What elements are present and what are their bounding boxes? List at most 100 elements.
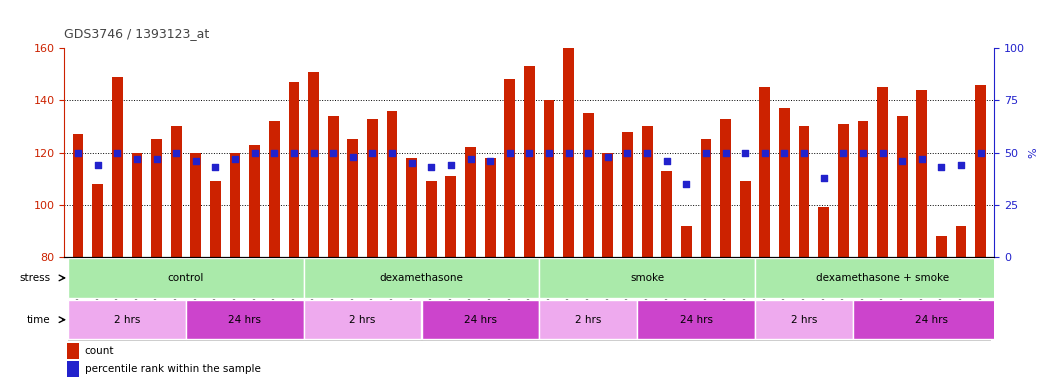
Point [874, 149, 891, 156]
Bar [956, 226, 966, 257]
Bar [857, 121, 869, 257]
Point [208, 164, 224, 170]
Point [541, 149, 557, 156]
Point [188, 158, 204, 164]
Text: GDS3746 / 1393123_at: GDS3746 / 1393123_at [64, 27, 210, 40]
Point [285, 149, 302, 156]
Point [70, 149, 86, 156]
Bar [544, 100, 554, 257]
Bar [740, 181, 750, 257]
Bar [583, 113, 594, 257]
Point [913, 156, 930, 162]
Bar [976, 84, 986, 257]
Text: 2 hrs: 2 hrs [114, 315, 140, 325]
Bar [641, 126, 653, 257]
Bar [367, 119, 378, 257]
Bar [304, 300, 421, 339]
Bar [524, 66, 535, 257]
Point [384, 149, 401, 156]
Bar [132, 152, 142, 257]
Point [325, 149, 342, 156]
Text: 24 hrs: 24 hrs [916, 315, 948, 325]
Point [580, 149, 597, 156]
Bar [112, 77, 122, 257]
Point [521, 149, 538, 156]
Point [796, 149, 813, 156]
Point [717, 149, 734, 156]
Bar [897, 116, 907, 257]
Text: stress: stress [20, 273, 51, 283]
Point [816, 174, 832, 180]
Bar [838, 124, 849, 257]
Bar [756, 258, 1010, 298]
Bar [67, 361, 79, 377]
Bar [190, 152, 201, 257]
Point [226, 156, 243, 162]
Point [442, 162, 459, 168]
Point [345, 154, 361, 160]
Bar [210, 181, 221, 257]
Bar [540, 300, 637, 339]
Bar [485, 158, 495, 257]
Bar [171, 126, 182, 257]
Point [422, 164, 439, 170]
Point [658, 158, 675, 164]
Bar [720, 119, 731, 257]
Text: dexamethasone + smoke: dexamethasone + smoke [816, 273, 949, 283]
Point [894, 158, 910, 164]
Bar [936, 236, 947, 257]
Bar [818, 207, 829, 257]
Text: 2 hrs: 2 hrs [350, 315, 376, 325]
Bar [622, 132, 633, 257]
Point [109, 149, 126, 156]
Point [638, 149, 655, 156]
Point [168, 149, 185, 156]
Text: smoke: smoke [630, 273, 664, 283]
Point [89, 162, 106, 168]
Bar [681, 226, 691, 257]
Bar [304, 258, 539, 298]
Text: 24 hrs: 24 hrs [464, 315, 497, 325]
Point [620, 149, 636, 156]
Bar [92, 184, 103, 257]
Point [561, 149, 577, 156]
Bar [756, 300, 853, 339]
Bar [152, 139, 162, 257]
Bar [421, 300, 539, 339]
Text: 24 hrs: 24 hrs [228, 315, 262, 325]
Point [698, 149, 714, 156]
Text: control: control [168, 273, 204, 283]
Point [266, 149, 282, 156]
Point [404, 160, 420, 166]
Point [501, 149, 518, 156]
Bar [637, 300, 755, 339]
Bar [540, 258, 755, 298]
Bar [269, 121, 279, 257]
Bar [348, 139, 358, 257]
Text: time: time [27, 315, 51, 325]
Text: 2 hrs: 2 hrs [791, 315, 817, 325]
Point [462, 156, 479, 162]
Text: 2 hrs: 2 hrs [575, 315, 601, 325]
Point [364, 149, 381, 156]
Bar [917, 90, 927, 257]
Point [776, 149, 793, 156]
Text: percentile rank within the sample: percentile rank within the sample [85, 364, 261, 374]
Point [600, 154, 617, 160]
Bar [465, 147, 475, 257]
Text: 24 hrs: 24 hrs [680, 315, 713, 325]
Bar [186, 300, 303, 339]
Bar [798, 126, 810, 257]
Bar [289, 82, 299, 257]
Point [835, 149, 851, 156]
Point [678, 181, 694, 187]
Point [973, 149, 989, 156]
Bar [701, 139, 711, 257]
Bar [229, 152, 241, 257]
Bar [426, 181, 437, 257]
Point [953, 162, 969, 168]
Point [129, 156, 145, 162]
Point [933, 164, 950, 170]
Bar [853, 300, 1010, 339]
Y-axis label: %: % [1028, 147, 1038, 158]
